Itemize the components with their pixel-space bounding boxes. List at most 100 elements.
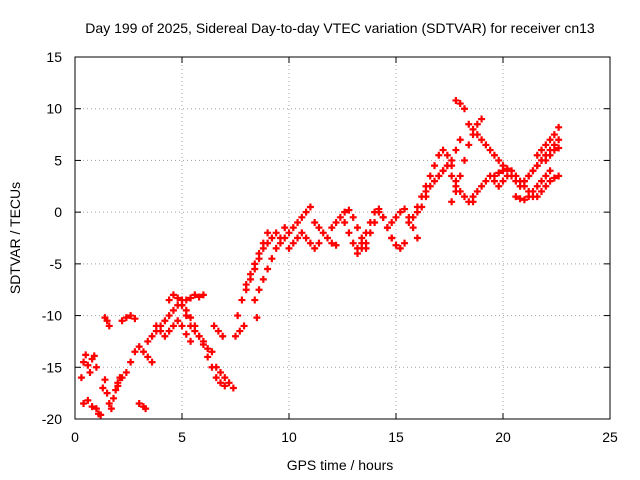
data-point <box>452 187 460 195</box>
data-point <box>490 151 498 159</box>
data-point <box>122 314 130 322</box>
data-point <box>460 105 468 113</box>
data-point <box>118 317 126 325</box>
data-point <box>435 151 443 159</box>
data-point <box>555 123 563 131</box>
data-point <box>182 296 190 304</box>
data-point <box>234 312 242 320</box>
data-point <box>253 314 261 322</box>
data-point <box>80 399 88 407</box>
data-point <box>555 172 563 180</box>
data-point <box>302 208 310 216</box>
chart-title: Day 199 of 2025, Sidereal Day-to-day VTE… <box>85 20 595 36</box>
data-point <box>396 244 404 252</box>
data-point <box>499 167 507 175</box>
series-arc-2 <box>80 396 105 419</box>
data-point <box>306 203 314 211</box>
data-point <box>272 244 280 252</box>
x-tick-labels: 0 5 10 15 20 25 <box>71 429 618 445</box>
data-point <box>546 177 554 185</box>
data-point <box>236 327 244 335</box>
data-point <box>212 363 220 371</box>
data-point <box>499 177 507 185</box>
series-arc-18 <box>242 229 280 294</box>
x-tick-label: 20 <box>495 429 511 445</box>
series-arc-33 <box>452 96 468 113</box>
axis-ticks <box>74 56 611 420</box>
data-point <box>255 286 263 294</box>
data-point <box>443 162 451 170</box>
data-points <box>77 96 563 419</box>
data-point <box>490 172 498 180</box>
data-point <box>142 405 150 413</box>
data-point <box>349 239 357 247</box>
data-point <box>217 368 225 376</box>
data-point <box>431 162 439 170</box>
data-point <box>473 120 481 128</box>
series-arc-22 <box>285 229 323 252</box>
data-point <box>341 208 349 216</box>
data-point <box>165 296 173 304</box>
data-point <box>103 317 111 325</box>
data-point <box>460 193 468 201</box>
series-arc-43 <box>542 144 563 164</box>
series-arc-23 <box>311 218 340 249</box>
series-arc-42 <box>533 172 563 201</box>
data-point <box>148 358 156 366</box>
data-point <box>255 255 263 263</box>
data-point <box>439 146 447 154</box>
data-point <box>139 348 147 356</box>
data-point <box>315 224 323 232</box>
data-point <box>148 332 156 340</box>
series-arc-5 <box>114 343 156 387</box>
data-point <box>486 146 494 154</box>
series-arc-20 <box>253 314 261 322</box>
data-point <box>452 146 460 154</box>
data-point <box>375 205 383 213</box>
data-point <box>546 167 554 175</box>
data-point <box>90 352 98 360</box>
data-point <box>259 244 267 252</box>
series-arc-41 <box>533 123 563 159</box>
data-point <box>161 332 169 340</box>
data-point <box>110 394 118 402</box>
data-point <box>482 177 490 185</box>
data-point <box>362 239 370 247</box>
data-point <box>169 291 177 299</box>
data-point <box>431 177 439 185</box>
x-tick-label: 25 <box>602 429 618 445</box>
data-point <box>533 182 541 190</box>
data-point <box>448 172 456 180</box>
grid-lines <box>75 57 610 419</box>
data-point <box>157 327 165 335</box>
data-point <box>199 341 207 349</box>
data-point <box>473 187 481 195</box>
data-point <box>294 234 302 242</box>
data-point <box>195 332 203 340</box>
data-point <box>114 379 122 387</box>
data-point <box>311 244 319 252</box>
data-point <box>219 332 227 340</box>
data-point <box>495 156 503 164</box>
data-point <box>435 172 443 180</box>
series-arc-12 <box>182 291 207 304</box>
data-point <box>259 275 267 283</box>
data-point <box>199 291 207 299</box>
y-tick-label: -10 <box>42 308 62 324</box>
data-point <box>127 312 135 320</box>
x-tick-label: 10 <box>281 429 297 445</box>
data-point <box>345 206 353 214</box>
data-point <box>533 162 541 170</box>
data-point <box>268 255 276 263</box>
data-point <box>264 229 272 237</box>
series-arc-14 <box>210 322 227 340</box>
data-point <box>208 348 216 356</box>
data-point <box>221 382 229 390</box>
series-arc-32 <box>435 162 477 206</box>
y-tick-label: 15 <box>46 49 62 65</box>
series-arc-27 <box>362 205 409 252</box>
data-point <box>178 301 186 309</box>
data-point <box>439 167 447 175</box>
data-point <box>169 322 177 330</box>
